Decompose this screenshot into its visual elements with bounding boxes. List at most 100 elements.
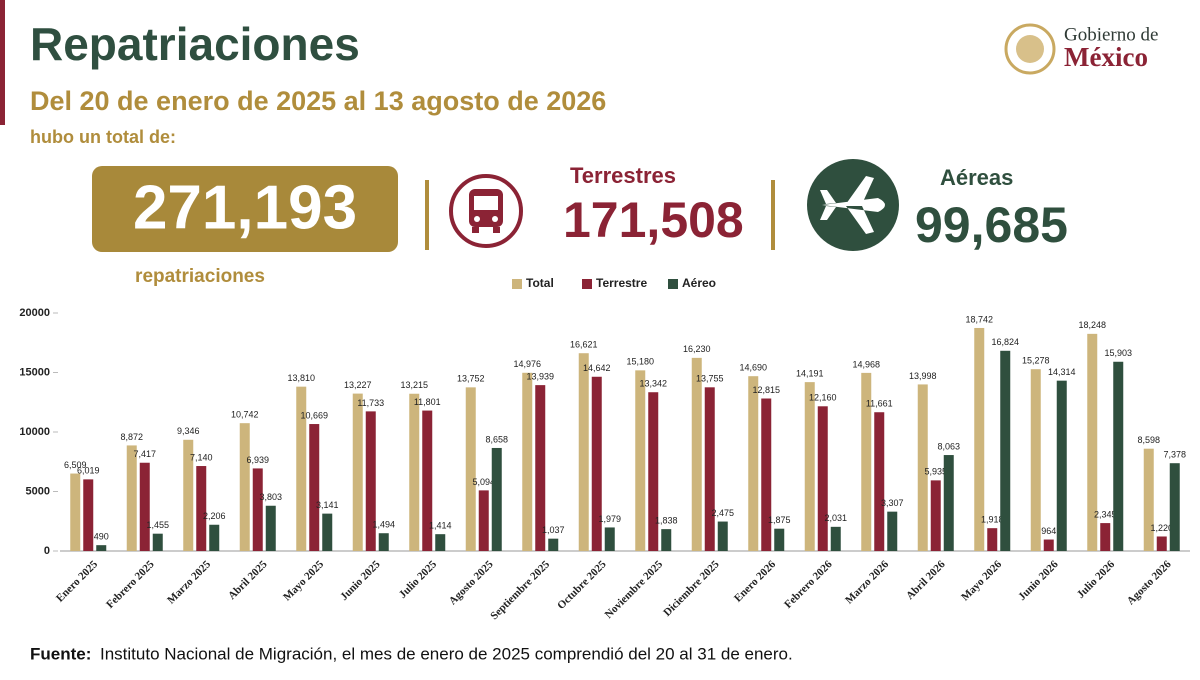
bar — [96, 545, 107, 551]
bar — [265, 505, 276, 551]
title: Repatriaciones — [30, 18, 360, 70]
value-label: 7,378 — [1163, 450, 1186, 460]
logo-text: Gobierno de — [1064, 24, 1158, 45]
value-label: 5,094 — [472, 477, 495, 487]
value-label: 2,475 — [711, 508, 734, 518]
intro: hubo un total de: — [30, 127, 176, 147]
value-label: 13,998 — [909, 371, 937, 381]
value-label: 5,935 — [924, 467, 947, 477]
bar — [717, 521, 728, 551]
value-label: 15,278 — [1022, 356, 1050, 366]
value-label: 8,658 — [485, 434, 508, 444]
value-label: 13,810 — [287, 373, 315, 383]
subtitle: Del 20 de enero de 2025 al 13 agosto de … — [30, 86, 606, 116]
value-label: 13,939 — [526, 372, 554, 382]
value-label: 1,838 — [655, 516, 678, 526]
value-label: 18,742 — [965, 314, 993, 324]
land-total: 171,508 — [563, 192, 744, 248]
value-label: 3,141 — [316, 500, 339, 510]
value-label: 16,230 — [683, 344, 711, 354]
accent-bar — [0, 0, 5, 125]
bar — [548, 538, 559, 551]
value-label: 3,803 — [259, 492, 282, 502]
bus-icon — [449, 174, 523, 248]
value-label: 7,417 — [133, 449, 156, 459]
value-label: 1,494 — [372, 520, 395, 530]
bar — [70, 473, 81, 551]
bar — [761, 398, 772, 551]
value-label: 14,642 — [583, 363, 611, 373]
bar — [126, 445, 137, 551]
y-tick-label: 20000 — [19, 307, 50, 319]
bar — [1113, 361, 1124, 551]
value-label: 14,191 — [796, 369, 824, 379]
legend-label: Aéreo — [682, 276, 716, 290]
bar — [887, 511, 898, 551]
value-label: 1,875 — [768, 515, 791, 525]
value-label: 14,690 — [739, 363, 767, 373]
value-label: 12,160 — [809, 393, 837, 403]
value-label: 9,346 — [177, 426, 200, 436]
bar — [152, 533, 163, 551]
value-label: 3,307 — [881, 498, 904, 508]
y-tick-label: 15000 — [19, 366, 50, 378]
bar — [917, 384, 928, 551]
value-label: 14,976 — [513, 359, 541, 369]
value-label: 13,752 — [457, 374, 485, 384]
legend-swatch — [582, 279, 592, 289]
value-label: 490 — [94, 532, 109, 542]
value-label: 2,031 — [824, 513, 847, 523]
bar — [817, 406, 828, 551]
value-label: 8,063 — [937, 441, 960, 451]
value-label: 13,215 — [400, 380, 428, 390]
value-label: 16,621 — [570, 340, 598, 350]
value-label: 11,733 — [357, 398, 384, 408]
land-label: Terrestres — [570, 163, 676, 188]
legend-swatch — [512, 279, 522, 289]
bar — [422, 410, 433, 551]
value-label: 1,037 — [542, 525, 565, 535]
bar — [435, 534, 446, 551]
total-caption: repatriaciones — [135, 266, 265, 287]
value-label: 13,227 — [344, 380, 372, 390]
value-label: 13,342 — [639, 379, 667, 389]
bar — [352, 393, 363, 551]
value-label: 12,815 — [752, 385, 780, 395]
bar — [409, 393, 420, 551]
bar — [691, 357, 702, 551]
bar — [378, 533, 389, 551]
value-label: 18,248 — [1078, 320, 1106, 330]
bar — [861, 372, 872, 551]
bar — [365, 411, 376, 551]
total-box — [92, 166, 398, 252]
bar — [296, 386, 307, 551]
source-label: Fuente: — [30, 644, 91, 663]
bar — [1043, 539, 1054, 551]
legend-swatch — [668, 279, 678, 289]
bar — [1030, 369, 1041, 551]
legend-label: Total — [526, 276, 554, 290]
bar — [1087, 333, 1098, 551]
bar — [1169, 463, 1180, 551]
bar — [1000, 350, 1011, 551]
value-label: 8,872 — [120, 432, 143, 442]
value-label: 8,598 — [1137, 435, 1160, 445]
bar — [209, 524, 220, 551]
bar — [635, 370, 646, 551]
bar — [522, 372, 533, 551]
value-label: 15,903 — [1104, 348, 1132, 358]
bar — [491, 447, 502, 551]
bar — [578, 353, 589, 551]
bar — [748, 376, 759, 551]
value-label: 16,824 — [991, 337, 1019, 347]
bar — [874, 412, 885, 551]
value-label: 15,180 — [626, 357, 654, 367]
value-label: 11,661 — [866, 399, 893, 409]
bar — [83, 479, 94, 551]
bar — [252, 468, 263, 551]
legend-label: Terrestre — [596, 276, 647, 290]
value-label: 1,220 — [1150, 523, 1173, 533]
bar — [322, 513, 333, 551]
value-label: 6,939 — [246, 455, 269, 465]
